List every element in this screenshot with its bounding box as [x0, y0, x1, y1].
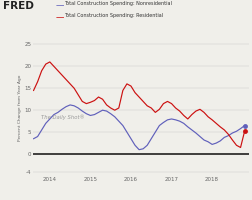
Text: —: — — [55, 1, 64, 10]
Text: Total Construction Spending: Residential: Total Construction Spending: Residential — [64, 13, 163, 18]
Text: The Daily Shot®: The Daily Shot® — [41, 114, 85, 120]
Text: Total Construction Spending: Nonresidential: Total Construction Spending: Nonresident… — [64, 1, 172, 6]
Text: —: — — [55, 13, 64, 22]
Y-axis label: Percent Change from Year Ago: Percent Change from Year Ago — [18, 75, 22, 141]
Text: FRED: FRED — [3, 1, 34, 11]
